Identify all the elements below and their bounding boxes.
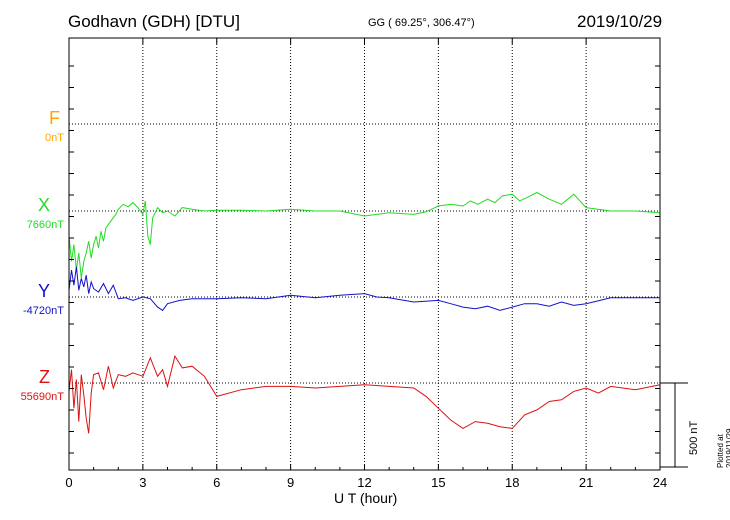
- scale-bar: [660, 382, 688, 468]
- grid-lines: [69, 38, 660, 470]
- x-tick-label: 18: [505, 475, 519, 490]
- component-label-z: Z: [39, 367, 50, 387]
- component-baseline-z: 55690nT: [20, 391, 64, 403]
- plotted-timestamp: Plotted at 2019/11/29 01:37 UT: [716, 428, 730, 468]
- component-baseline-x: 7660nT: [26, 219, 64, 231]
- x-axis-label: U T (hour): [334, 490, 398, 506]
- component-label-y: Y: [37, 281, 50, 301]
- trace-y: [68, 266, 660, 312]
- component-baseline-f: 0nT: [45, 132, 64, 144]
- station-title: Godhavn (GDH) [DTU]: [68, 12, 240, 31]
- x-tick-label: 6: [213, 475, 220, 490]
- scale-bar-label: 500 nT: [688, 420, 700, 455]
- station-coordinates: GG ( 69.25°, 306.47°): [368, 17, 475, 29]
- x-tick-label: 24: [653, 475, 667, 490]
- x-tick-label: 15: [431, 475, 445, 490]
- traces: [68, 191, 661, 434]
- x-axis-ticks: 0 3 6 9 12 15 18 21 24: [65, 38, 667, 490]
- trace-z: [68, 354, 661, 434]
- x-tick-label: 12: [357, 475, 371, 490]
- x-tick-label: 9: [287, 475, 294, 490]
- x-tick-label: 21: [579, 475, 593, 490]
- chart-date: 2019/10/29: [577, 12, 663, 31]
- component-label-f: F: [49, 108, 60, 128]
- component-baseline-y: -4720nT: [23, 305, 64, 317]
- trace-x: [68, 191, 661, 279]
- component-label-x: X: [37, 195, 50, 215]
- x-tick-label: 3: [139, 475, 146, 490]
- x-tick-label: 0: [65, 475, 72, 490]
